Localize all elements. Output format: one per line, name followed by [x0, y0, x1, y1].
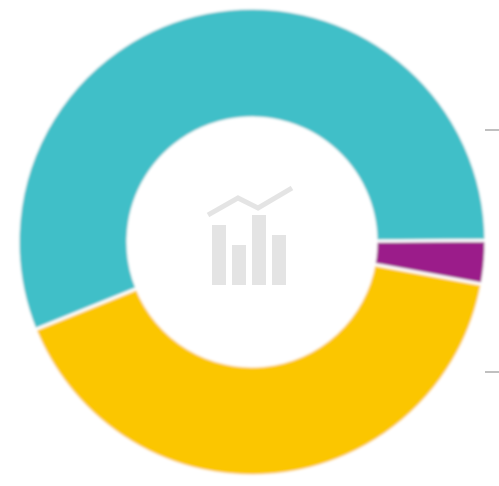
- donut-segment: [33, 262, 484, 478]
- donut: [16, 6, 488, 478]
- donut-segment: [16, 6, 488, 332]
- center-icon: [206, 185, 294, 285]
